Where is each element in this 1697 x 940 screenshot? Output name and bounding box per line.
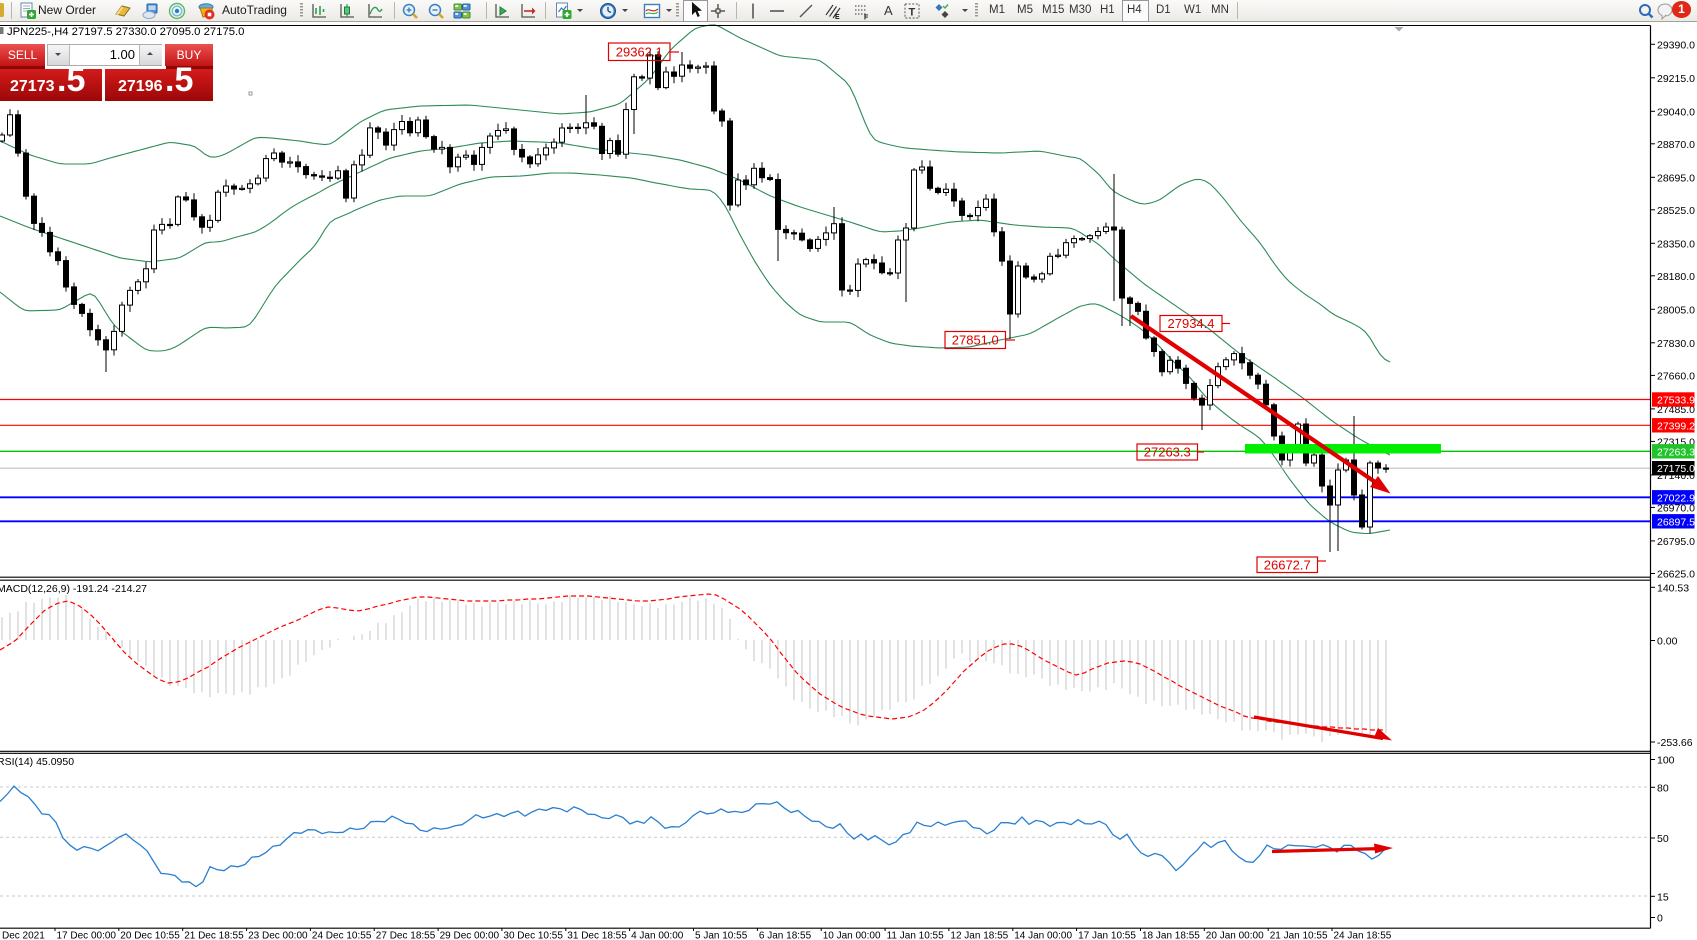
svg-text:10 Jan 00:00: 10 Jan 00:00: [823, 931, 881, 940]
svg-text:27660.0: 27660.0: [1657, 370, 1695, 382]
svg-text:31 Dec 18:55: 31 Dec 18:55: [567, 931, 627, 940]
svg-text:11 Jan 10:55: 11 Jan 10:55: [887, 931, 945, 940]
svg-text:26672.7: 26672.7: [1264, 557, 1311, 572]
svg-text:RSI(14) 45.0950: RSI(14) 45.0950: [0, 756, 74, 768]
svg-text:29390.0: 29390.0: [1657, 39, 1695, 51]
svg-text:6 Jan 18:55: 6 Jan 18:55: [759, 931, 812, 940]
svg-text:27934.4: 27934.4: [1168, 316, 1215, 331]
svg-text:F: F: [864, 15, 869, 21]
svg-text:18 Jan 18:55: 18 Jan 18:55: [1142, 931, 1200, 940]
svg-text:50: 50: [1657, 833, 1669, 845]
svg-text:27263.3: 27263.3: [1144, 445, 1191, 460]
svg-text:26970.0: 26970.0: [1657, 502, 1695, 514]
svg-text:30 Dec 10:55: 30 Dec 10:55: [503, 931, 563, 940]
svg-text:15: 15: [1657, 891, 1669, 903]
svg-text:29215.0: 29215.0: [1657, 73, 1695, 85]
svg-text:-253.66: -253.66: [1657, 737, 1693, 749]
svg-text:80: 80: [1657, 782, 1669, 794]
svg-text:27399.2: 27399.2: [1657, 420, 1695, 432]
svg-text:28180.0: 28180.0: [1657, 271, 1695, 283]
svg-text:0.00: 0.00: [1657, 636, 1678, 648]
svg-text:MACD(12,26,9) -191.24 -214.27: MACD(12,26,9) -191.24 -214.27: [0, 583, 147, 595]
svg-text:4 Jan 00:00: 4 Jan 00:00: [631, 931, 684, 940]
svg-text:27 Dec 18:55: 27 Dec 18:55: [376, 931, 436, 940]
svg-text:28350.0: 28350.0: [1657, 238, 1695, 250]
svg-text:27263.3: 27263.3: [1657, 446, 1695, 458]
svg-text:28005.0: 28005.0: [1657, 304, 1695, 316]
svg-text:17 Jan 10:55: 17 Jan 10:55: [1078, 931, 1136, 940]
svg-text:140.53: 140.53: [1657, 582, 1689, 594]
svg-text:0: 0: [1657, 913, 1663, 925]
svg-text:28695.0: 28695.0: [1657, 172, 1695, 184]
svg-text:100: 100: [1657, 755, 1675, 767]
svg-text:20 Dec 10:55: 20 Dec 10:55: [120, 931, 180, 940]
svg-text:17 Dec 00:00: 17 Dec 00:00: [57, 931, 117, 940]
svg-text:27851.0: 27851.0: [952, 333, 999, 348]
svg-text:JPN225-,H4 27197.5 27330.0 27: JPN225-,H4 27197.5 27330.0 27095.0 27175…: [7, 26, 244, 38]
svg-text:28870.0: 28870.0: [1657, 139, 1695, 151]
svg-text:27175.0: 27175.0: [1657, 463, 1695, 475]
svg-text:27485.0: 27485.0: [1657, 404, 1695, 416]
svg-text:21 Dec 18:55: 21 Dec 18:55: [184, 931, 244, 940]
svg-text:E: E: [835, 14, 840, 20]
svg-text:Dec 2021: Dec 2021: [2, 931, 45, 940]
svg-text:27830.0: 27830.0: [1657, 338, 1695, 350]
svg-text:27022.9: 27022.9: [1657, 492, 1695, 504]
svg-text:29040.0: 29040.0: [1657, 106, 1695, 118]
svg-text:29362.1: 29362.1: [616, 44, 663, 59]
svg-text:27533.9: 27533.9: [1657, 395, 1695, 407]
svg-text:26625.0: 26625.0: [1657, 569, 1695, 581]
svg-text:20 Jan 00:00: 20 Jan 00:00: [1206, 931, 1264, 940]
svg-text:24 Jan 18:55: 24 Jan 18:55: [1334, 931, 1392, 940]
svg-text:29 Dec 00:00: 29 Dec 00:00: [440, 931, 500, 940]
svg-text:28525.0: 28525.0: [1657, 205, 1695, 217]
svg-text:26897.5: 26897.5: [1657, 516, 1695, 528]
svg-text:24 Dec 10:55: 24 Dec 10:55: [312, 931, 372, 940]
svg-text:23 Dec 00:00: 23 Dec 00:00: [248, 931, 308, 940]
svg-text:26795.0: 26795.0: [1657, 536, 1695, 548]
svg-text:21 Jan 10:55: 21 Jan 10:55: [1270, 931, 1328, 940]
svg-text:14 Jan 00:00: 14 Jan 00:00: [1014, 931, 1072, 940]
svg-text:T: T: [909, 7, 916, 19]
svg-text:12 Jan 18:55: 12 Jan 18:55: [950, 931, 1008, 940]
svg-text:5 Jan 10:55: 5 Jan 10:55: [695, 931, 748, 940]
